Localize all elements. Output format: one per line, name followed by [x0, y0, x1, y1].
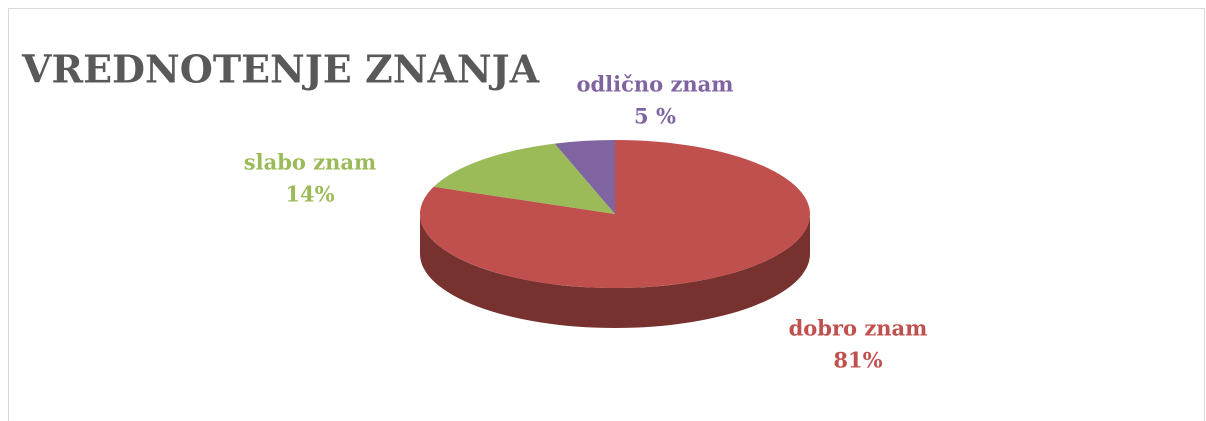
data-label-value: 5 % [634, 104, 676, 129]
data-label-name: dobro znam [789, 316, 928, 341]
pie-slice [554, 140, 615, 214]
pie-slice-side [420, 214, 810, 328]
data-label-value: 81% [833, 348, 882, 373]
pie-slice [419, 140, 810, 289]
chart-title: VREDNOTENJE ZNANJA [21, 47, 540, 92]
chart-border [8, 8, 1205, 421]
data-label-name: odlično znam [576, 72, 733, 97]
data-label-value: 14% [285, 182, 334, 207]
data-label-name: slabo znam [244, 150, 376, 175]
pie-slice [433, 143, 615, 214]
